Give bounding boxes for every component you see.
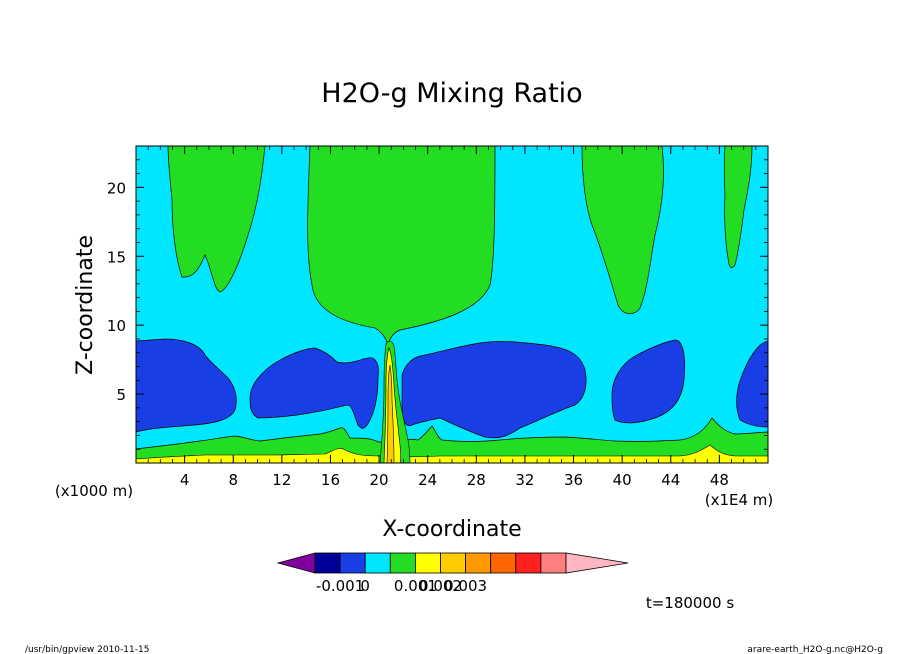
colorbar-min-arrow (276, 552, 316, 574)
blue-band-3 (401, 341, 587, 439)
colorbar-swatch (540, 552, 567, 574)
y-tick-label: 20 (107, 179, 126, 197)
x-axis: 4 8 12 16 20 24 28 32 36 40 44 48 (147, 146, 757, 489)
colorbar-swatch (440, 552, 467, 574)
x-tick-label: 32 (515, 471, 534, 489)
surface-yellow (136, 444, 768, 463)
chart-title: H2O-g Mixing Ratio (321, 78, 582, 109)
colorbar-swatch (364, 552, 391, 574)
y-tick-label: 5 (116, 386, 126, 404)
colorbar-swatch (389, 552, 416, 574)
x-tick-label: 20 (370, 471, 389, 489)
footer-right: arare-earth_H2O-g.nc@H2O-g (747, 645, 883, 654)
colorbar-label: 0 (360, 577, 370, 595)
colorbar-swatch (339, 552, 366, 574)
y-axis: 5 10 15 20 (107, 159, 768, 450)
central-column-orange (386, 364, 395, 463)
colorbar-label: 0.001 (394, 577, 437, 595)
x-axis-label: X-coordinate (382, 517, 521, 542)
upper-plume-right (581, 146, 664, 314)
surface-green (136, 417, 768, 463)
contour-field (136, 146, 768, 463)
x-tick-label: 16 (321, 471, 340, 489)
footer-left: /usr/bin/gpview 2010-11-15 (25, 645, 149, 654)
colorbar-swatch (414, 552, 441, 574)
colorbar-label: 0.003 (444, 577, 487, 595)
y-tick-label: 10 (107, 317, 126, 335)
x-tick-label: 12 (272, 471, 291, 489)
colorbar-swatch (515, 552, 542, 574)
y-axis-label: Z-coordinate (73, 235, 98, 375)
x-tick-label: 40 (613, 471, 632, 489)
y-tick-label: 15 (107, 248, 126, 266)
colorbar-label: 0.002 (419, 577, 462, 595)
x-tick-label: 48 (710, 471, 729, 489)
x-tick-label: 4 (180, 471, 190, 489)
blue-band-4 (611, 339, 686, 424)
x-tick-label: 36 (564, 471, 583, 489)
upper-plume-left (167, 146, 266, 293)
colorbar-swatch (314, 552, 341, 574)
colorbar-swatch (490, 552, 517, 574)
x-unit-left: (x1000 m) (55, 482, 133, 500)
blue-band-2 (249, 347, 379, 429)
x-tick-label: 24 (418, 471, 437, 489)
x-tick-label: 28 (467, 471, 486, 489)
x-tick-label: 44 (661, 471, 680, 489)
blue-band-5 (736, 340, 768, 428)
x-tick-label: 8 (228, 471, 238, 489)
colorbar-swatch (465, 552, 492, 574)
colorbar-label: -0.001 (316, 577, 364, 595)
time-label: t=180000 s (646, 594, 734, 612)
colorbar-max-arrow (565, 552, 629, 574)
blue-band-1 (136, 338, 237, 433)
upper-plume-far-right (723, 146, 753, 268)
x-unit-right: (x1E4 m) (705, 491, 774, 509)
